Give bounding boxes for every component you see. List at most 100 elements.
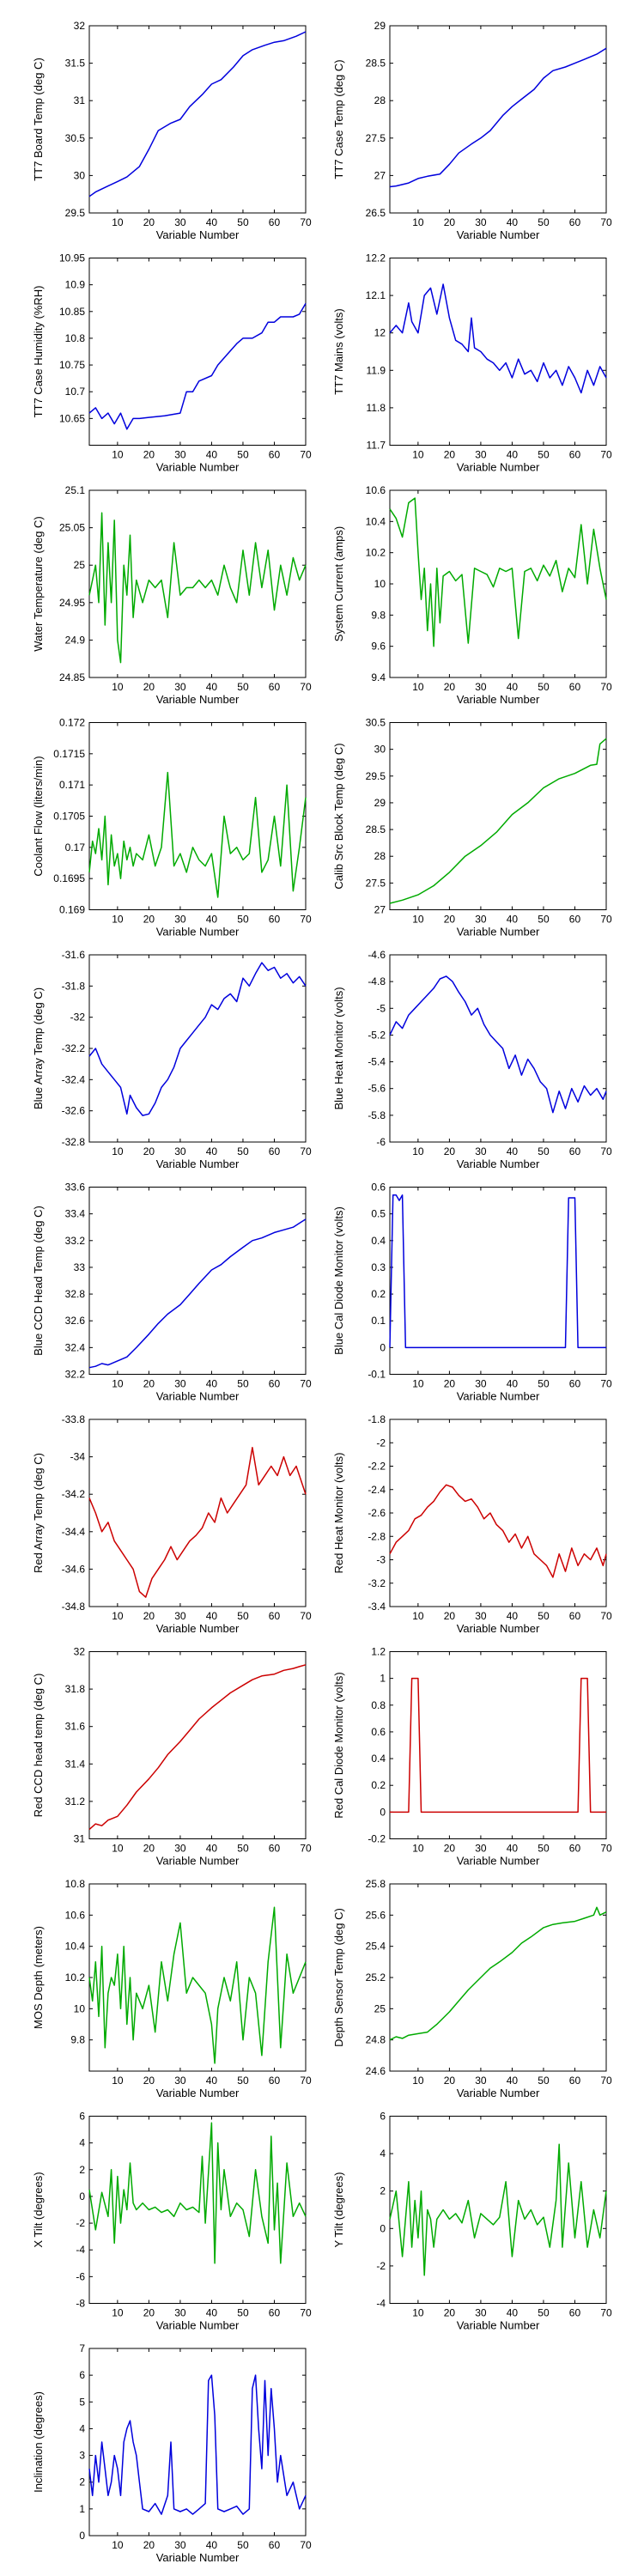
x-axis-label: Variable Number	[156, 1622, 240, 1635]
chart-panel-21: 10 20 30 40 50 60 70 0 1 2 3 4 5 6 7 Variable Number Inc…	[32, 2342, 312, 2564]
y-tick-label: -2	[376, 2260, 386, 2272]
x-tick-label: 70	[600, 2075, 612, 2087]
x-tick-label: 30	[475, 2075, 487, 2087]
x-tick-label: 70	[300, 681, 312, 693]
x-tick-label: 40	[206, 2539, 218, 2551]
y-tick-label: 26.5	[366, 207, 386, 219]
x-tick-label: 60	[269, 681, 281, 693]
y-axis-label: Blue CCD Head Temp (deg C)	[32, 1206, 45, 1356]
x-tick-label: 40	[507, 1610, 519, 1622]
series-line	[389, 47, 607, 188]
x-tick-label: 20	[143, 1145, 155, 1157]
y-tick-label: 0.1705	[53, 811, 85, 823]
y-tick-label: 4	[380, 2148, 386, 2160]
x-tick-label: 40	[507, 2075, 519, 2087]
y-tick-label: 29	[374, 20, 386, 32]
y-tick-label: -5.6	[368, 1083, 386, 1095]
y-axis-label: TT7 Mains (volts)	[332, 308, 345, 394]
x-tick-label: 50	[237, 1378, 249, 1390]
y-tick-label: 10.4	[366, 515, 386, 527]
y-tick-label: 0	[380, 2222, 386, 2234]
y-tick-label: 28	[374, 94, 386, 106]
x-tick-label: 10	[112, 1610, 124, 1622]
x-tick-label: 70	[600, 216, 612, 228]
chart-panel-16: 10 20 30 40 50 60 70 -0.2 0 0.2 0.4 0.6 0.8 1 1.2 Varia…	[332, 1646, 612, 1868]
x-tick-label: 40	[206, 1378, 218, 1390]
y-axis-label: TT7 Case Temp (deg C)	[332, 59, 345, 179]
plot-frame	[389, 258, 607, 446]
plot-frame	[88, 2348, 307, 2537]
y-tick-label: 10.6	[65, 1909, 86, 1921]
y-tick-label: -5	[376, 1002, 386, 1014]
y-tick-label: -32.6	[62, 1105, 86, 1117]
y-axis-label: Inclination (degrees)	[32, 2391, 45, 2493]
plot-frame	[389, 1651, 607, 1839]
chart-panel-20: 10 20 30 40 50 60 70 -4 -2 0 2 4 6 Variable Number Y T…	[332, 2111, 612, 2332]
x-tick-label: 60	[269, 1378, 281, 1390]
x-tick-label: 40	[507, 1145, 519, 1157]
x-tick-label: 70	[600, 681, 612, 693]
y-tick-label: -4.6	[368, 949, 386, 961]
series-line	[390, 1677, 606, 1814]
chart-panel-5: 10 20 30 40 50 60 70 24.85 24.9 24.95 25 25.05 25.1 V…	[32, 484, 312, 706]
x-axis-label: Variable Number	[457, 461, 540, 474]
y-tick-label: 24.6	[366, 2065, 386, 2077]
x-tick-label: 70	[300, 1610, 312, 1622]
x-tick-label: 60	[269, 2075, 281, 2087]
x-tick-label: 30	[174, 681, 186, 693]
y-tick-label: 0.17	[65, 841, 86, 854]
y-tick-label: 32.8	[65, 1288, 86, 1300]
series-line	[389, 497, 607, 647]
y-tick-label: 9.4	[371, 671, 386, 683]
x-tick-label: 70	[300, 1378, 312, 1390]
series-line	[88, 1446, 307, 1598]
x-tick-label: 10	[112, 1843, 124, 1855]
y-tick-label: -2.4	[368, 1484, 386, 1496]
x-tick-label: 40	[206, 2307, 218, 2319]
x-tick-label: 40	[206, 1145, 218, 1157]
x-tick-label: 60	[269, 1145, 281, 1157]
y-tick-label: 29.5	[65, 207, 86, 219]
y-tick-label: 30.5	[65, 132, 86, 144]
y-tick-label: -5.8	[368, 1109, 386, 1121]
x-tick-label: 10	[412, 1843, 424, 1855]
x-tick-label: 20	[143, 1378, 155, 1390]
x-tick-label: 60	[569, 1378, 581, 1390]
series-line	[389, 2143, 607, 2276]
y-tick-label: 0.6	[371, 1726, 386, 1738]
y-tick-label: 0.4	[371, 1753, 386, 1765]
y-tick-label: 30	[74, 169, 86, 181]
y-tick-label: 4	[79, 2137, 85, 2149]
x-tick-label: 10	[112, 1145, 124, 1157]
y-tick-label: 11.9	[367, 364, 386, 376]
x-tick-label: 30	[174, 216, 186, 228]
y-tick-label: 0	[79, 2190, 85, 2202]
series-line	[88, 1218, 307, 1369]
y-tick-label: -8	[76, 2298, 85, 2310]
x-tick-label: 60	[569, 2307, 581, 2319]
plot-frame	[389, 954, 607, 1143]
x-tick-label: 60	[269, 449, 281, 461]
y-tick-label: 9.8	[371, 609, 386, 621]
y-tick-label: 31.5	[65, 58, 86, 70]
x-tick-label: 30	[475, 681, 487, 693]
x-axis-label: Variable Number	[156, 693, 240, 706]
y-tick-label: 6	[79, 2369, 85, 2381]
x-tick-label: 70	[300, 1843, 312, 1855]
x-tick-label: 70	[300, 2307, 312, 2319]
y-tick-label: 2	[79, 2476, 85, 2488]
x-tick-label: 60	[569, 1610, 581, 1622]
y-tick-label: 0.169	[59, 904, 85, 916]
y-tick-label: 1	[380, 1673, 386, 1685]
x-tick-label: 10	[112, 216, 124, 228]
y-axis-label: Depth Sensor Temp (deg C)	[332, 1908, 345, 2047]
x-tick-label: 50	[237, 1610, 249, 1622]
chart-panel-15: 10 20 30 40 50 60 70 31 31.2 31.4 31.6 31.8 32 Variab…	[32, 1646, 312, 1868]
y-tick-label: 0.1695	[53, 872, 85, 884]
x-axis-label: Variable Number	[156, 1855, 240, 1868]
x-tick-label: 10	[412, 1610, 424, 1622]
series-line	[88, 2374, 307, 2515]
y-tick-label: 31.8	[65, 1683, 86, 1695]
chart-panel-10: 10 20 30 40 50 60 70 -6 -5.8 -5.6 -5.4 -5.2 -5 -4.8 -4…	[332, 949, 612, 1170]
y-tick-label: 1	[79, 2503, 85, 2515]
